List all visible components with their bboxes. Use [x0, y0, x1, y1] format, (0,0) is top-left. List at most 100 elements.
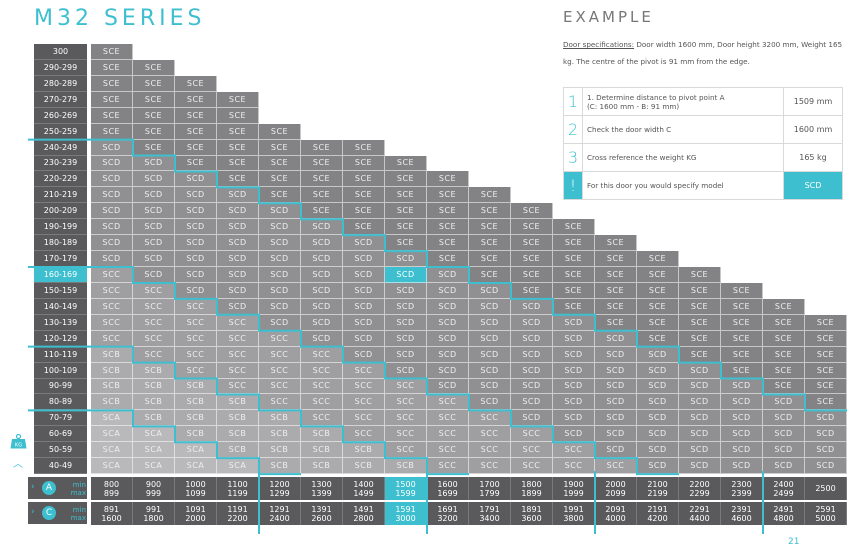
- model-cell: SCE: [469, 219, 511, 236]
- model-cell: SCC: [343, 410, 385, 427]
- range-min: 1391: [311, 504, 332, 514]
- chevron-right-icon: ›: [31, 482, 35, 492]
- range-max: 2099: [605, 488, 626, 498]
- range-max: 2200: [227, 513, 248, 523]
- model-cell: SCD: [763, 458, 805, 475]
- model-cell: SCD: [469, 378, 511, 395]
- model-boundary-line: [28, 345, 469, 476]
- model-cell: SCD: [469, 298, 511, 315]
- model-cell: SCD: [91, 203, 133, 220]
- range-min: 2300: [731, 479, 752, 489]
- weight-unit-label: KG: [15, 443, 22, 449]
- a-range-cell: 1400 1499: [343, 477, 385, 500]
- model-cell: SCB: [133, 378, 175, 395]
- model-cell: SCE: [259, 139, 301, 156]
- model-cell: SCB: [301, 442, 343, 459]
- model-cell: SCE: [637, 267, 679, 283]
- weight-label: 90-99: [34, 378, 87, 395]
- model-cell: SCE: [343, 203, 385, 220]
- model-cell: SCE: [175, 123, 217, 140]
- range-max: 4000: [605, 513, 626, 523]
- model-cell: SCE: [427, 187, 469, 204]
- weight-label: 130-139: [34, 314, 87, 331]
- range-min: 2091: [605, 504, 626, 514]
- model-cell: SCE: [469, 187, 511, 204]
- model-cell: SCE: [763, 298, 805, 315]
- model-cell: SCD: [301, 298, 343, 315]
- weight-label: 110-119: [34, 346, 87, 363]
- model-cell: SCD: [763, 410, 805, 427]
- model-cell: SCE: [805, 362, 847, 379]
- model-cell: SCE: [469, 251, 511, 267]
- model-boundary-line: [28, 409, 301, 476]
- range-min: 2391: [731, 504, 752, 514]
- range-min: 1500: [395, 479, 416, 489]
- model-cell: SCE: [133, 59, 175, 76]
- model-cell: SCD: [511, 378, 553, 395]
- model-cell: SCD: [175, 267, 217, 283]
- model-cell: SCD: [385, 346, 427, 363]
- range-min: 800: [103, 479, 120, 489]
- weight-label: 210-219: [34, 187, 87, 204]
- range-min: 1300: [311, 479, 332, 489]
- model-cell: SCD: [553, 394, 595, 411]
- model-cell: SCD: [259, 298, 301, 315]
- model-cell: SCE: [259, 155, 301, 172]
- model-cell: SCE: [553, 219, 595, 236]
- a-range-cell: 900 999: [133, 477, 175, 500]
- range-max: 3800: [563, 513, 584, 523]
- model-cell: SCE: [805, 330, 847, 347]
- range-min: 1591: [395, 504, 416, 514]
- range-max: 4400: [689, 513, 710, 523]
- model-cell: SCC: [511, 442, 553, 459]
- model-cell: SCE: [133, 75, 175, 92]
- a-range-cell: 1600 1699: [427, 477, 469, 500]
- model-cell: SCE: [595, 251, 637, 267]
- model-cell: SCD: [595, 394, 637, 411]
- model-cell: SCD: [385, 267, 427, 283]
- range-max: 999: [145, 488, 162, 498]
- model-cell: SCD: [427, 298, 469, 315]
- example-spec: Door specifications: Door width 1600 mm,…: [563, 36, 848, 70]
- model-cell: SCD: [301, 314, 343, 331]
- model-cell: SCE: [343, 139, 385, 156]
- model-cell: SCC: [469, 426, 511, 443]
- model-cell: SCE: [469, 203, 511, 220]
- model-cell: SCD: [721, 394, 763, 411]
- model-cell: SCD: [679, 410, 721, 427]
- model-cell: SCD: [301, 251, 343, 267]
- weight-label: 240-249: [34, 139, 87, 156]
- model-cell: SCD: [805, 410, 847, 427]
- c-range-cell: 2191 4200: [637, 502, 679, 525]
- a-range-cell: 2200 2299: [679, 477, 721, 500]
- range-min: 1791: [479, 504, 500, 514]
- range-max: 2400: [269, 513, 290, 523]
- model-cell: SCD: [343, 330, 385, 347]
- model-cell: SCB: [259, 426, 301, 443]
- model-cell: SCE: [805, 314, 847, 331]
- model-cell: SCD: [553, 330, 595, 347]
- model-cell: SCE: [91, 59, 133, 76]
- weight-label: 220-229: [34, 171, 87, 188]
- model-cell: SCD: [343, 267, 385, 283]
- a-range-cell: 2100 2199: [637, 477, 679, 500]
- model-cell: SCD: [133, 187, 175, 204]
- range-max: 4200: [647, 513, 668, 523]
- c-range-cell: 2491 4800: [763, 502, 805, 525]
- step-value: 1600 mm: [783, 115, 843, 144]
- model-cell: SCD: [343, 251, 385, 267]
- model-cell: SCE: [511, 251, 553, 267]
- a-range-cell: 800 899: [91, 477, 133, 500]
- range-min: 1291: [269, 504, 290, 514]
- model-cell: SCD: [133, 203, 175, 220]
- weight-label: 290-299: [34, 59, 87, 76]
- model-cell: SCB: [301, 458, 343, 475]
- model-cell: SCD: [301, 267, 343, 283]
- model-cell: SCD: [805, 442, 847, 459]
- model-cell: SCC: [301, 362, 343, 379]
- model-cell: SCB: [259, 442, 301, 459]
- model-cell: SCE: [259, 171, 301, 188]
- c-range-cell: 1791 3400: [469, 502, 511, 525]
- range-min: 1400: [353, 479, 374, 489]
- model-cell: SCE: [343, 155, 385, 172]
